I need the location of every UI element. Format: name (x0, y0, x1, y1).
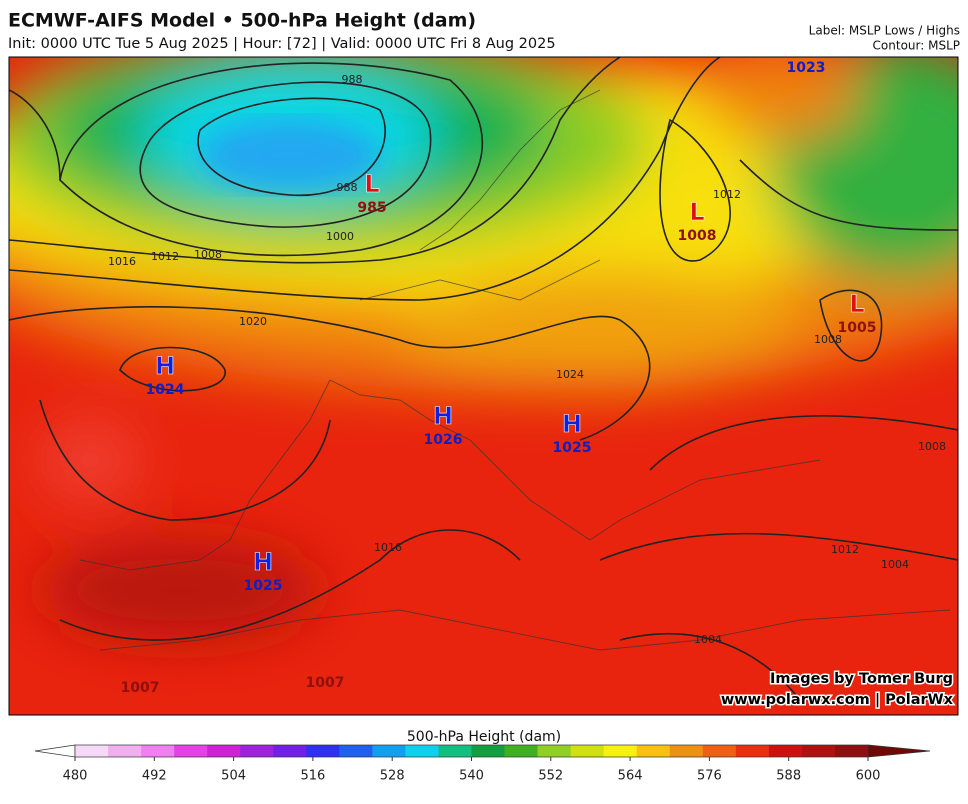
colorbar-segment (603, 745, 638, 757)
pressure-value: 1007 (121, 680, 160, 696)
pressure-value: 1005 (838, 320, 877, 336)
pressure-value: 1026 (424, 432, 463, 448)
contour-label: 1024 (556, 368, 584, 381)
colorbar-tick-label: 552 (538, 769, 563, 784)
colorbar-tick-label: 576 (697, 769, 722, 784)
pressure-value: 1008 (678, 228, 717, 244)
colorbar-segment (438, 745, 472, 757)
contour-note: Contour: MSLP (873, 39, 960, 53)
colorbar-segment (768, 745, 803, 757)
pressure-value: 1007 (306, 675, 345, 691)
pressure-value: 1023 (787, 60, 826, 76)
label-note: Label: MSLP Lows / Highs (809, 24, 960, 38)
colorbar-segment (141, 745, 175, 757)
contour-label: 988 (342, 73, 363, 86)
contour-label: 1008 (918, 440, 946, 453)
contour-label: 1016 (108, 255, 136, 268)
pressure-letter: H (433, 402, 453, 430)
pressure-letter: L (849, 290, 864, 318)
contour-label: 1012 (151, 250, 179, 263)
colorbar-segment (471, 745, 505, 757)
map: 988 988 1000 1008 1012 1016 1020 1012 1008 1024 10… (9, 57, 958, 715)
contour-label: 1012 (713, 188, 741, 201)
colorbar-segment (570, 745, 604, 757)
coastlines (79, 89, 951, 651)
contour-label: 1008 (814, 333, 842, 346)
colorbar-segment (537, 745, 571, 757)
contour-label: 1012 (831, 543, 859, 556)
colorbar-tick-label: 588 (776, 769, 801, 784)
colorbar-tick-label: 492 (142, 769, 167, 784)
subtitle: Init: 0000 UTC Tue 5 Aug 2025 | Hour: [7… (8, 36, 556, 52)
colorbar-segment (504, 745, 538, 757)
pressure-value: 985 (357, 200, 386, 216)
colorbar-segment (306, 745, 340, 757)
colorbar-segment (735, 745, 770, 757)
contour-label: 1008 (194, 248, 222, 261)
pressure-letter: L (689, 198, 704, 226)
contour-label: 1020 (239, 315, 267, 328)
colorbar-segment (405, 745, 439, 757)
colorbar-tick-label: 540 (459, 769, 484, 784)
contour-label: 1004 (694, 633, 722, 646)
pressure-value: 1024 (146, 382, 185, 398)
contour-label: 988 (337, 181, 358, 194)
colorbar-segment (75, 745, 109, 757)
colorbar-segment (669, 745, 704, 757)
colorbar-segment (636, 745, 671, 757)
pressure-letter: L (364, 170, 379, 198)
colorbar-arrow-left (34, 744, 76, 758)
colorbar-tick-label: 528 (380, 769, 405, 784)
contour-label: 1016 (374, 541, 402, 554)
colorbar-segment (834, 745, 869, 757)
pressure-letter: H (562, 410, 582, 438)
pressure-value: 1025 (244, 578, 283, 594)
map-frame (8, 56, 959, 716)
title: ECMWF-AIFS Model • 500-hPa Height (dam) (8, 10, 476, 32)
colorbar-tick-label: 504 (221, 769, 246, 784)
colorbar: 500-hPa Height (dam) 480 492 504 516 528 540 5… (34, 729, 931, 784)
colorbar-tick-label: 480 (63, 769, 88, 784)
contour-label: 1000 (326, 230, 354, 243)
colorbar-arrow-right (867, 744, 931, 758)
colorbar-tick-label: 516 (300, 769, 325, 784)
pressure-letter: H (253, 548, 273, 576)
colorbar-segment (702, 745, 737, 757)
colorbar-segment (372, 745, 406, 757)
colorbar-segment (801, 745, 836, 757)
credit: www.polarwx.com | PolarWx (721, 692, 954, 708)
colorbar-tick-label: 564 (618, 769, 643, 784)
colorbar-title: 500-hPa Height (dam) (407, 729, 561, 745)
mslp-contours (9, 57, 958, 701)
colorbar-segment (207, 745, 241, 757)
colorbar-tick-label: 600 (856, 769, 881, 784)
pressure-letter: H (155, 352, 175, 380)
contour-label: 1004 (881, 558, 909, 571)
colorbar-segment (339, 745, 373, 757)
pressure-value: 1025 (553, 440, 592, 456)
colorbar-segment (174, 745, 208, 757)
credit: Images by Tomer Burg (770, 671, 953, 687)
colorbar-segment (240, 745, 274, 757)
colorbar-segment (108, 745, 142, 757)
colorbar-segment (273, 745, 307, 757)
